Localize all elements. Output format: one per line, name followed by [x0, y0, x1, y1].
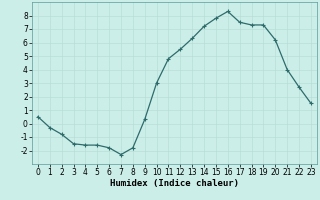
X-axis label: Humidex (Indice chaleur): Humidex (Indice chaleur)	[110, 179, 239, 188]
